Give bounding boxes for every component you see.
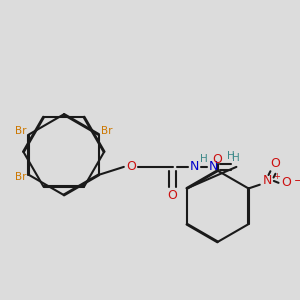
Text: Br: Br — [16, 172, 27, 182]
Text: N: N — [262, 175, 272, 188]
Text: O: O — [270, 157, 280, 169]
Text: N: N — [209, 160, 219, 173]
Text: H: H — [227, 151, 235, 160]
Text: Br: Br — [16, 126, 27, 136]
Text: H: H — [232, 152, 239, 163]
Text: O: O — [213, 153, 223, 166]
Text: N: N — [190, 160, 199, 173]
Text: O: O — [168, 190, 178, 202]
Text: H: H — [200, 154, 208, 164]
Text: Br: Br — [100, 126, 112, 136]
Text: O: O — [281, 176, 291, 189]
Text: +: + — [273, 172, 280, 181]
Text: −: − — [293, 176, 300, 186]
Text: O: O — [126, 160, 136, 173]
